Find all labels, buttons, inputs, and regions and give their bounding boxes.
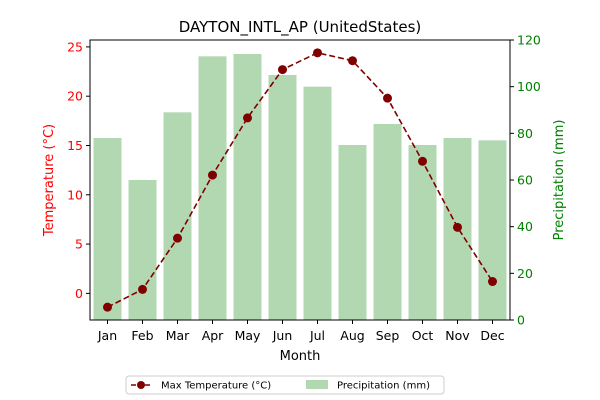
x-tick-label: Jun — [272, 328, 293, 343]
x-tick-label: Oct — [412, 328, 434, 343]
precip-bar-jul — [303, 86, 332, 321]
temp-point-oct — [418, 156, 427, 166]
legend-label-precipitation: Precipitation (mm) — [337, 381, 430, 392]
x-tick-label: Dec — [480, 328, 504, 343]
left-tick-label: 15 — [67, 138, 83, 153]
precip-bar-aug — [338, 145, 367, 320]
x-tick-label: Mar — [166, 328, 190, 343]
axes: 0 5 10 15 20 25 0 20 40 60 80 100 120 Jan Feb Mar Apr May… — [67, 33, 541, 344]
temp-point-jan — [103, 302, 112, 312]
temp-point-may — [243, 113, 252, 123]
precip-bar-jan — [93, 138, 122, 320]
precip-bar-oct — [408, 145, 437, 320]
x-tick-label: May — [235, 328, 261, 343]
precip-bar-mar — [163, 112, 192, 320]
x-tick-label: Sep — [376, 328, 400, 343]
legend: Max Temperature (°C) Precipitation (mm) — [125, 375, 445, 395]
x-tick-label: Nov — [445, 328, 470, 343]
precipitation-bars — [93, 54, 507, 321]
right-tick-label: 120 — [517, 33, 541, 48]
temp-point-jun — [278, 65, 287, 75]
right-tick-label: 40 — [517, 219, 533, 234]
temp-point-feb — [138, 284, 147, 294]
left-tick-label: 5 — [75, 237, 83, 252]
right-tick-label: 20 — [517, 266, 533, 281]
precip-bar-may — [233, 54, 262, 320]
temp-point-mar — [173, 233, 182, 243]
right-tick-label: 0 — [517, 313, 525, 328]
chart-title: DAYTON_INTL_AP (UnitedStates) — [179, 18, 421, 37]
legend-label-temperature: Max Temperature (°C) — [161, 381, 271, 392]
right-tick-label: 60 — [517, 173, 533, 188]
x-tick-label: Jan — [97, 328, 117, 343]
left-tick-label: 25 — [67, 39, 83, 54]
right-tick-label: 80 — [517, 126, 533, 141]
precip-bar-sep — [373, 124, 402, 320]
right-tick-label: 100 — [517, 79, 541, 94]
left-tick-label: 20 — [67, 89, 83, 104]
temp-point-dec — [488, 277, 497, 287]
temp-point-apr — [208, 170, 217, 180]
legend-box — [125, 375, 445, 395]
temperature-series-line — [107, 51, 494, 308]
temp-point-aug — [348, 56, 357, 66]
left-tick-label: 0 — [75, 286, 83, 301]
left-axis-label: Temperature (°C) — [42, 124, 57, 237]
precip-bar-feb — [128, 180, 157, 320]
temp-point-sep — [383, 93, 392, 103]
x-tick-label: Feb — [131, 328, 153, 343]
temp-point-nov — [453, 222, 462, 232]
x-axis-label: Month — [280, 349, 321, 364]
legend-marker-swatch — [137, 381, 145, 389]
temp-point-jul — [313, 48, 322, 58]
precip-bar-jun — [268, 75, 297, 320]
temperature-line — [103, 48, 497, 312]
precip-bar-dec — [478, 140, 507, 320]
x-tick-label: Aug — [340, 328, 364, 343]
precip-bar-apr — [198, 56, 227, 320]
legend-bar-swatch — [306, 380, 328, 389]
left-tick-label: 10 — [67, 187, 83, 202]
right-axis-label: Precipitation (mm) — [552, 120, 567, 241]
x-tick-label: Jul — [309, 328, 325, 343]
x-tick-label: Apr — [202, 328, 224, 343]
